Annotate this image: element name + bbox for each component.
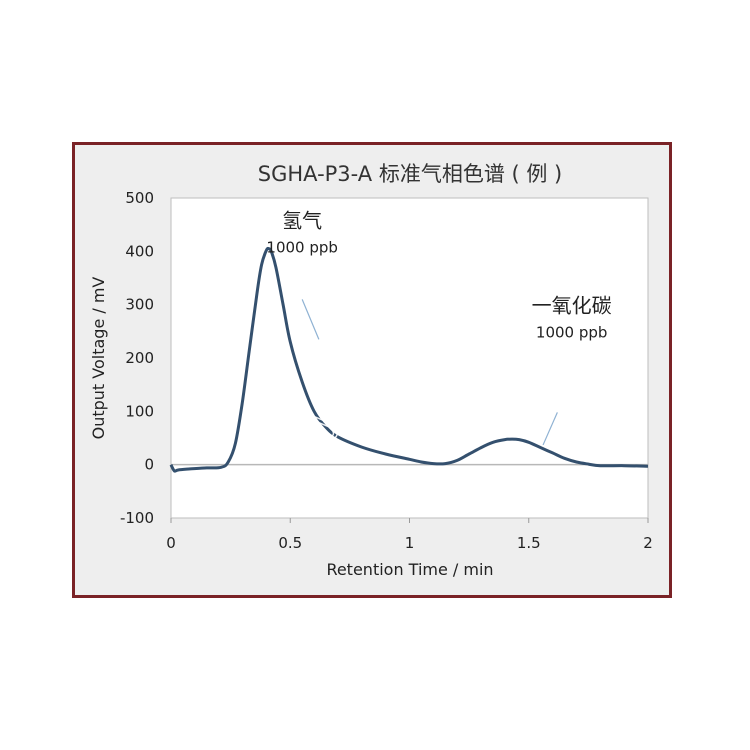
x-tick-label: 0: [166, 534, 176, 552]
x-axis-label: Retention Time / min: [326, 560, 493, 579]
peak-annotation-name: 氢气: [282, 208, 322, 232]
x-tick-label: 0.5: [278, 534, 302, 552]
y-tick-label: 500: [125, 189, 154, 207]
x-tick-label: 1.5: [517, 534, 541, 552]
peak-annotation-name: 一氧化碳: [532, 294, 612, 318]
y-tick-label: 300: [125, 296, 154, 314]
chart-title: SGHA-P3-A 标准气相色谱 ( 例 ): [258, 162, 562, 186]
y-tick-label: 0: [144, 456, 154, 474]
y-axis-label: Output Voltage / mV: [89, 277, 108, 440]
x-tick-label: 1: [405, 534, 415, 552]
annotation-leader-line: [301, 299, 320, 340]
y-tick-label: 100: [125, 402, 154, 420]
y-tick-label: -100: [120, 509, 154, 527]
chromatogram-line: [169, 246, 649, 473]
peak-annotation-concentration: 1000 ppb: [266, 238, 338, 256]
x-tick-label: 2: [643, 534, 653, 552]
peak-annotation-concentration: 1000 ppb: [536, 324, 608, 342]
y-tick-label: 200: [125, 349, 154, 367]
y-tick-label: 400: [125, 242, 154, 260]
annotation-leader-line: [542, 412, 558, 446]
